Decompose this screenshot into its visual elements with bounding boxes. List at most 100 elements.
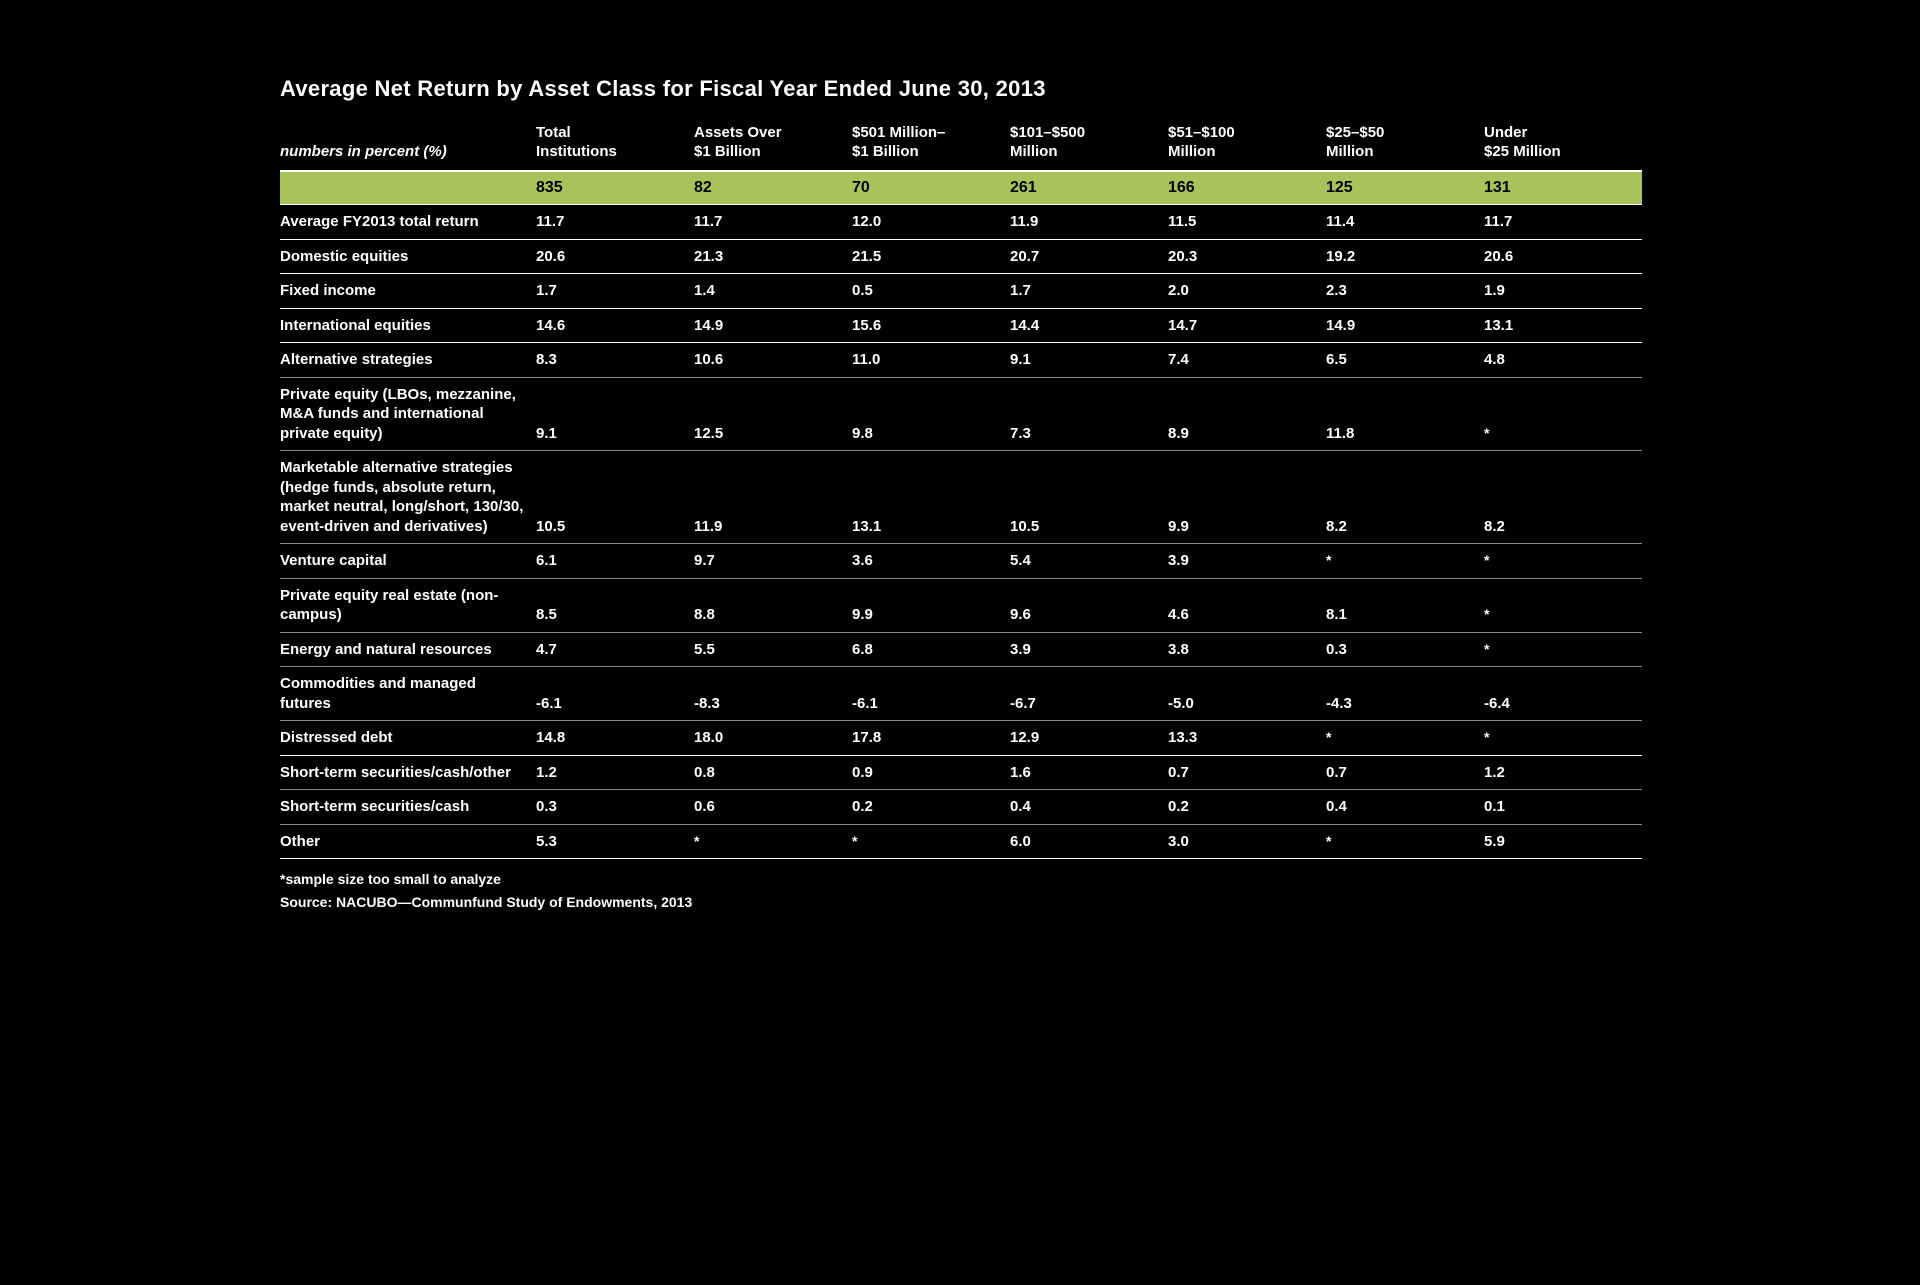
rule-cell — [280, 859, 536, 860]
footnotes: *sample size too small to analyze Source… — [280, 869, 1640, 913]
footnote-star: *sample size too small to analyze — [280, 869, 1640, 890]
row-label: Commodities and managed futures — [280, 667, 536, 721]
data-cell: 10.5 — [536, 451, 694, 544]
returns-table: numbers in percent (%) TotalInstitutions… — [280, 124, 1642, 859]
data-cell: 12.9 — [1010, 721, 1168, 756]
rule-cell — [1484, 859, 1642, 860]
data-cell: 1.2 — [536, 755, 694, 790]
data-cell: 1.7 — [536, 274, 694, 309]
asterisk-icon: * — [1326, 729, 1331, 745]
rule-cell — [852, 859, 1010, 860]
data-cell: 11.7 — [694, 205, 852, 240]
data-cell: 18.0 — [694, 721, 852, 756]
data-cell: 8.9 — [1168, 377, 1326, 451]
data-cell: 11.7 — [1484, 205, 1642, 240]
header-col: Under$25 Million — [1484, 124, 1642, 171]
header-col: Assets Over$1 Billion — [694, 124, 852, 171]
data-cell: 9.6 — [1010, 578, 1168, 632]
header-col: $101–$500Million — [1010, 124, 1168, 171]
data-cell: 1.6 — [1010, 755, 1168, 790]
data-cell: 11.0 — [852, 343, 1010, 378]
data-cell: 8.8 — [694, 578, 852, 632]
count-cell: 131 — [1484, 171, 1642, 205]
table-row: Alternative strategies8.310.611.09.17.46… — [280, 343, 1642, 378]
row-label: International equities — [280, 308, 536, 343]
table-row: Domestic equities20.621.321.520.720.319.… — [280, 239, 1642, 274]
data-cell: 7.4 — [1168, 343, 1326, 378]
data-cell: 0.3 — [536, 790, 694, 825]
data-cell: 1.9 — [1484, 274, 1642, 309]
data-cell: 0.9 — [852, 755, 1010, 790]
count-cell: 835 — [536, 171, 694, 205]
data-cell: 10.6 — [694, 343, 852, 378]
data-cell: 3.6 — [852, 544, 1010, 579]
asterisk-icon: * — [1484, 729, 1489, 745]
data-cell: 0.7 — [1326, 755, 1484, 790]
data-cell: 17.8 — [852, 721, 1010, 756]
count-cell: 70 — [852, 171, 1010, 205]
data-cell: 6.1 — [536, 544, 694, 579]
table-body: 8358270261166125131Average FY2013 total … — [280, 171, 1642, 860]
data-cell: 0.8 — [694, 755, 852, 790]
data-cell: 14.9 — [694, 308, 852, 343]
header-col: TotalInstitutions — [536, 124, 694, 171]
report-page: Average Net Return by Asset Class for Fi… — [240, 40, 1680, 965]
footnote-source: Source: NACUBO—Communfund Study of Endow… — [280, 892, 1640, 913]
data-cell: 3.9 — [1168, 544, 1326, 579]
data-cell: 1.2 — [1484, 755, 1642, 790]
table-row: International equities14.614.915.614.414… — [280, 308, 1642, 343]
rule-cell — [536, 859, 694, 860]
row-label: Short-term securities/cash — [280, 790, 536, 825]
data-cell: 11.8 — [1326, 377, 1484, 451]
data-cell: 9.1 — [536, 377, 694, 451]
asterisk-icon: * — [1326, 833, 1331, 849]
row-label: Average FY2013 total return — [280, 205, 536, 240]
data-cell: 2.0 — [1168, 274, 1326, 309]
data-cell: 20.6 — [536, 239, 694, 274]
row-label: Alternative strategies — [280, 343, 536, 378]
data-cell: 11.7 — [536, 205, 694, 240]
table-header: numbers in percent (%) TotalInstitutions… — [280, 124, 1642, 171]
data-cell: 5.3 — [536, 824, 694, 859]
row-label: Energy and natural resources — [280, 632, 536, 667]
asterisk-icon: * — [1484, 641, 1489, 657]
data-cell: 3.9 — [1010, 632, 1168, 667]
data-cell: 2.3 — [1326, 274, 1484, 309]
count-cell: 166 — [1168, 171, 1326, 205]
data-cell: * — [852, 824, 1010, 859]
row-label: Private equity (LBOs, mezzanine, M&A fun… — [280, 377, 536, 451]
data-cell: 8.2 — [1326, 451, 1484, 544]
data-cell: 0.1 — [1484, 790, 1642, 825]
row-label: Fixed income — [280, 274, 536, 309]
data-cell: -4.3 — [1326, 667, 1484, 721]
data-cell: 9.9 — [852, 578, 1010, 632]
row-label: Other — [280, 824, 536, 859]
data-cell: 3.8 — [1168, 632, 1326, 667]
row-label: Distressed debt — [280, 721, 536, 756]
data-cell: 14.6 — [536, 308, 694, 343]
row-label: Domestic equities — [280, 239, 536, 274]
data-cell: 12.0 — [852, 205, 1010, 240]
rule-cell — [1168, 859, 1326, 860]
row-label: Short-term securities/cash/other — [280, 755, 536, 790]
data-cell: 14.8 — [536, 721, 694, 756]
data-cell: * — [1484, 377, 1642, 451]
data-cell: 5.9 — [1484, 824, 1642, 859]
header-col: $25–$50Million — [1326, 124, 1484, 171]
data-cell: 6.8 — [852, 632, 1010, 667]
count-label — [280, 171, 536, 205]
row-label: Venture capital — [280, 544, 536, 579]
table-row: Short-term securities/cash/other1.20.80.… — [280, 755, 1642, 790]
data-cell: 14.9 — [1326, 308, 1484, 343]
data-cell: 20.3 — [1168, 239, 1326, 274]
data-cell: * — [1326, 824, 1484, 859]
data-cell: 8.1 — [1326, 578, 1484, 632]
data-cell: -5.0 — [1168, 667, 1326, 721]
rule-cell — [1010, 859, 1168, 860]
data-cell: 0.3 — [1326, 632, 1484, 667]
data-cell: 11.5 — [1168, 205, 1326, 240]
data-cell: -8.3 — [694, 667, 852, 721]
row-label: Private equity real estate (non-campus) — [280, 578, 536, 632]
data-cell: 1.4 — [694, 274, 852, 309]
data-cell: 14.7 — [1168, 308, 1326, 343]
